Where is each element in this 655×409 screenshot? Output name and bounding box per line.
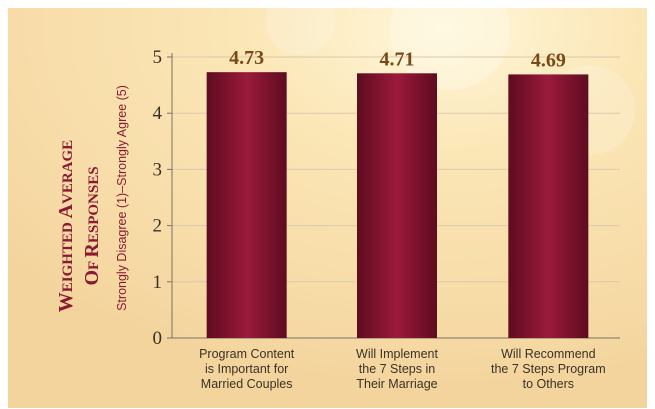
y-tick-label: 0 (153, 328, 163, 349)
x-tick-label: Will Recommend the 7 Steps Program to Othe… (491, 347, 606, 391)
data-label: 4.73 (229, 47, 264, 69)
data-label: 4.69 (531, 49, 566, 71)
bar (508, 74, 589, 338)
y-tick-label: 1 (153, 272, 163, 293)
bokeh-light (265, 0, 335, 55)
y-axis-title-line2: OF RESPONSES (81, 166, 103, 285)
x-tick-label: Will Implement the 7 Steps in Their Marria… (356, 347, 438, 391)
y-tick-label: 2 (153, 216, 163, 237)
x-tick-label: Program Content is Important for Married C… (199, 347, 295, 391)
bars (206, 72, 589, 338)
y-axis-subtitle: Strongly Disagree (1)–Strongly Agree (5) (115, 85, 129, 311)
data-label: 4.71 (380, 48, 415, 70)
labels: 0 1 2 3 4 5 4.73 Program Content is Important fo… (153, 47, 606, 391)
y-tick-label: 5 (153, 47, 163, 68)
bokeh-light (390, 0, 510, 90)
y-axis-title-line1: WEIGHTED AVERAGE (55, 140, 77, 312)
y-tick-label: 4 (153, 103, 163, 124)
y-tick-label: 3 (153, 159, 163, 180)
y-axis-title: WEIGHTED AVERAGE OF RESPONSES Strongly D… (55, 85, 129, 312)
bar (357, 73, 437, 338)
bar (206, 72, 287, 338)
